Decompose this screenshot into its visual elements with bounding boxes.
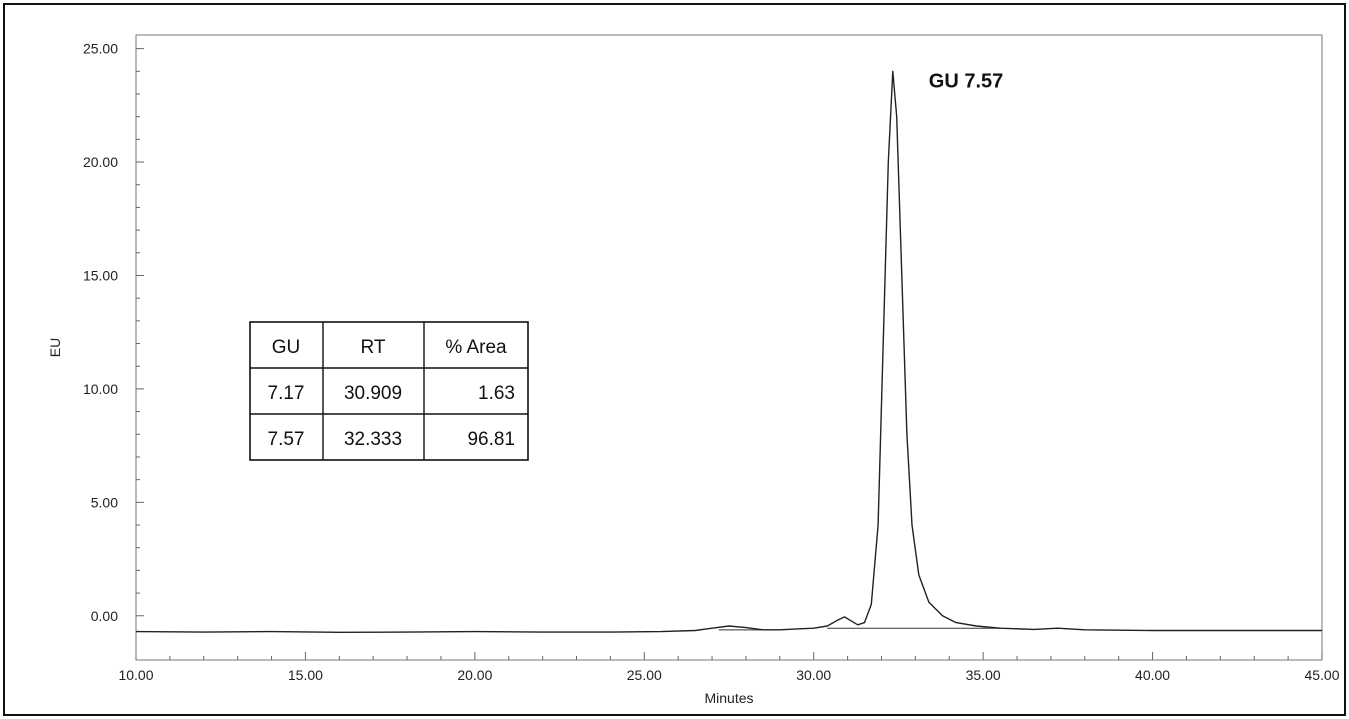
x-tick-label: 20.00 <box>457 667 492 683</box>
outer-frame <box>3 3 1346 716</box>
x-tick-label: 35.00 <box>966 667 1001 683</box>
y-axis-title: EU <box>47 338 63 357</box>
table-header-rt: RT <box>361 337 386 358</box>
peak-table-border <box>249 321 529 461</box>
peak-label-gu: GU 7.57 <box>929 70 1003 92</box>
table-header-gu: GU <box>272 337 301 358</box>
x-tick-label: 10.00 <box>118 667 153 683</box>
table-cell: 32.333 <box>344 429 402 450</box>
chromatogram-trace <box>135 70 1322 633</box>
table-cell: 96.81 <box>467 429 515 450</box>
x-axis-title: Minutes <box>704 690 753 706</box>
x-tick-label: 15.00 <box>288 667 323 683</box>
y-tick-label: 0.00 <box>91 608 118 624</box>
y-tick-label: 25.00 <box>83 41 118 57</box>
table-cell: 30.909 <box>344 383 402 404</box>
y-tick-label: 10.00 <box>83 381 118 397</box>
table-header-area: % Area <box>445 337 507 358</box>
table-cell: 1.63 <box>478 383 515 404</box>
plot-area-border <box>135 34 1323 661</box>
x-tick-label: 30.00 <box>796 667 831 683</box>
y-tick-label: 20.00 <box>83 154 118 170</box>
peak-table: GU RT % Area 7.17 30.909 1.63 7.57 32.33… <box>249 321 529 461</box>
table-cell: 7.57 <box>268 429 305 450</box>
x-axis: 10.00 15.00 20.00 25.00 30.00 35.00 40.00 45.00 <box>118 652 1340 683</box>
x-tick-label: 40.00 <box>1135 667 1170 683</box>
x-tick-label: 25.00 <box>627 667 662 683</box>
y-tick-label: 15.00 <box>83 267 118 283</box>
x-tick-label: 45.00 <box>1304 667 1339 683</box>
table-cell: 7.17 <box>268 383 305 404</box>
y-axis: 0.00 5.00 10.00 15.00 20.00 25.00 <box>83 41 144 624</box>
y-tick-label: 5.00 <box>91 494 118 510</box>
